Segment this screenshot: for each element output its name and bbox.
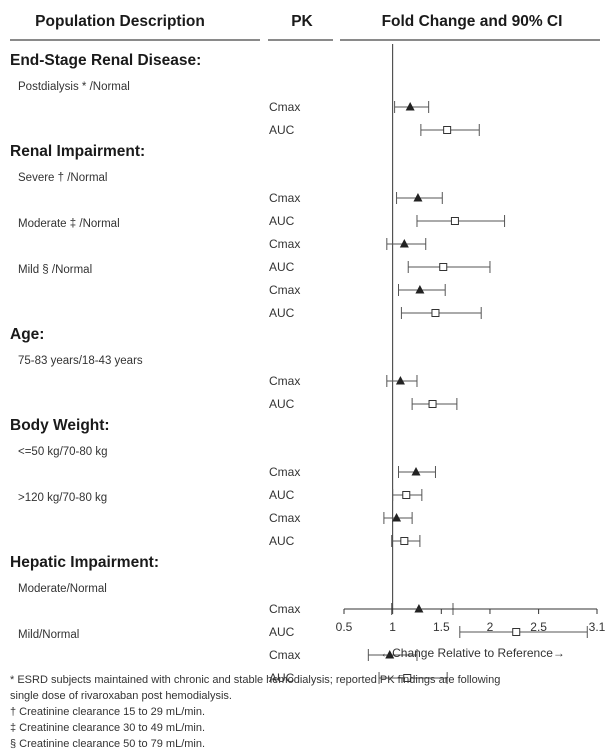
section-title: Hepatic Impairment:: [10, 554, 159, 571]
pk-label: Cmax: [269, 191, 300, 205]
footnotes: * ESRD subjects maintained with chronic …: [10, 674, 500, 750]
pk-label: Cmax: [269, 283, 300, 297]
footnote: § Creatinine clearance 50 to 79 mL/min.: [10, 738, 205, 750]
pk-label: AUC: [269, 306, 295, 320]
cmax-estimate-marker: [395, 376, 405, 385]
cmax-estimate-marker: [411, 467, 421, 476]
auc-estimate-marker: [512, 628, 521, 636]
x-tick-label: 0.5: [336, 620, 353, 634]
pk-label: AUC: [269, 488, 295, 502]
pk-label: AUC: [269, 123, 295, 137]
pk-label: AUC: [269, 625, 295, 639]
auc-estimate-marker: [403, 674, 412, 682]
pk-label: AUC: [269, 214, 295, 228]
header-pk: PK: [291, 13, 313, 30]
auc-estimate-marker: [439, 263, 448, 271]
x-tick-label: 2.5: [530, 620, 547, 634]
pk-label: Cmax: [269, 648, 300, 662]
x-tick-label: 1.5: [433, 620, 450, 634]
footnote: * ESRD subjects maintained with chronic …: [10, 674, 500, 686]
footnote: ‡ Creatinine clearance 30 to 49 mL/min.: [10, 722, 205, 734]
pk-label: Cmax: [269, 602, 300, 616]
subgroup-label: <=50 kg/70-80 kg: [18, 446, 108, 458]
x-axis-label: ←Change Relative to Reference→: [380, 646, 565, 660]
header-population: Population Description: [35, 13, 205, 30]
x-axis: 0.5 1 1.5 2 2.5 3.1 ←Change Relative to Refere…: [336, 608, 605, 660]
rows-layer: End-Stage Renal Disease: Postdialysis * /…: [10, 44, 588, 685]
section-title: Age:: [10, 326, 44, 343]
pk-label: AUC: [269, 397, 295, 411]
section-title: Renal Impairment:: [10, 143, 145, 160]
auc-estimate-marker: [450, 217, 459, 225]
section-title: End-Stage Renal Disease:: [10, 52, 201, 69]
pk-label: AUC: [269, 260, 295, 274]
x-tick-label: 3.1: [589, 620, 605, 634]
x-tick-label: 1: [389, 620, 396, 634]
auc-estimate-marker: [402, 491, 411, 499]
pk-label: Cmax: [269, 465, 300, 479]
subgroup-label: Mild/Normal: [18, 629, 79, 641]
subgroup-label: Severe † /Normal: [18, 172, 107, 184]
pk-label: AUC: [269, 671, 295, 685]
auc-estimate-marker: [431, 309, 440, 317]
cmax-estimate-marker: [405, 102, 415, 111]
subgroup-label: Moderate ‡ /Normal: [18, 218, 120, 230]
auc-estimate-marker: [428, 400, 437, 408]
cmax-estimate-marker: [392, 513, 402, 522]
x-tick-label: 2: [487, 620, 494, 634]
cmax-estimate-marker: [414, 604, 424, 613]
pk-label: Cmax: [269, 374, 300, 388]
auc-estimate-marker: [400, 537, 409, 545]
cmax-estimate-marker: [385, 650, 395, 659]
subgroup-label: 75-83 years/18-43 years: [18, 355, 143, 367]
auc-estimate-marker: [443, 126, 452, 134]
cmax-estimate-marker: [415, 285, 425, 294]
pk-label: Cmax: [269, 237, 300, 251]
subgroup-label: Mild § /Normal: [18, 264, 92, 276]
footnote: single dose of rivaroxaban post hemodial…: [10, 690, 232, 702]
subgroup-label: Postdialysis * /Normal: [18, 81, 130, 93]
header-fold-change: Fold Change and 90% CI: [382, 13, 563, 30]
pk-label: AUC: [269, 534, 295, 548]
cmax-estimate-marker: [399, 239, 409, 248]
subgroup-label: >120 kg/70-80 kg: [18, 492, 107, 504]
section-title: Body Weight:: [10, 417, 110, 434]
pk-label: Cmax: [269, 511, 300, 525]
cmax-estimate-marker: [413, 193, 423, 202]
subgroup-label: Moderate/Normal: [18, 583, 107, 595]
pk-label: Cmax: [269, 100, 300, 114]
footnote: † Creatinine clearance 15 to 29 mL/min.: [10, 706, 205, 718]
